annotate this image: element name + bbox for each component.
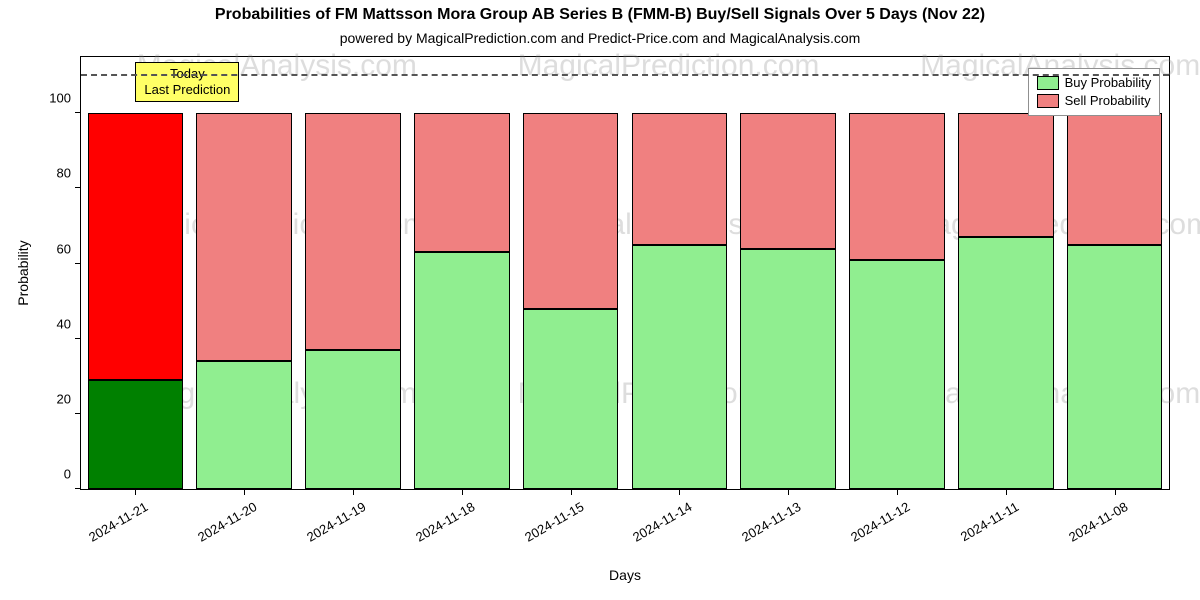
- bars-layer: [81, 57, 1169, 489]
- bar-buy: [305, 350, 401, 489]
- bar-slot: [632, 57, 728, 489]
- ytick-line: [75, 413, 81, 414]
- chart-title: Probabilities of FM Mattsson Mora Group …: [0, 6, 1200, 24]
- bar-slot: [305, 57, 401, 489]
- xtick-label: 2024-11-15: [522, 499, 586, 545]
- xtick-label: 2024-11-13: [739, 499, 803, 545]
- legend-swatch: [1037, 94, 1059, 108]
- xtick-line: [135, 489, 136, 495]
- xtick-line: [462, 489, 463, 495]
- ytick-line: [75, 263, 81, 264]
- xtick-label: 2024-11-18: [413, 499, 477, 545]
- legend-label: Buy Probability: [1065, 74, 1152, 92]
- legend-row: Buy Probability: [1037, 74, 1152, 92]
- bar-buy: [849, 260, 945, 489]
- bar-slot: [740, 57, 836, 489]
- bar-sell: [849, 113, 945, 260]
- ytick-line: [75, 112, 81, 113]
- ytick-label: 80: [31, 166, 71, 181]
- legend-swatch: [1037, 76, 1059, 90]
- xtick-line: [679, 489, 680, 495]
- bar-sell: [414, 113, 510, 252]
- ytick-label: 20: [31, 391, 71, 406]
- bar-sell: [523, 113, 619, 308]
- bar-slot: [88, 57, 184, 489]
- ytick-label: 0: [31, 467, 71, 482]
- xtick-label: 2024-11-21: [86, 499, 150, 545]
- bar-slot: [523, 57, 619, 489]
- bar-sell: [196, 113, 292, 361]
- x-axis-label: Days: [609, 567, 641, 583]
- bar-slot: [849, 57, 945, 489]
- bar-sell: [740, 113, 836, 248]
- chart-subtitle: powered by MagicalPrediction.com and Pre…: [0, 30, 1200, 46]
- bar-buy: [88, 380, 184, 489]
- xtick-label: 2024-11-19: [304, 499, 368, 545]
- bar-buy: [1067, 245, 1163, 489]
- bar-buy: [196, 361, 292, 489]
- dashed-reference-line: [81, 74, 1169, 76]
- xtick-line: [571, 489, 572, 495]
- y-axis-label: Probability: [15, 240, 31, 305]
- xtick-label: 2024-11-08: [1066, 499, 1130, 545]
- bar-buy: [632, 245, 728, 489]
- xtick-label: 2024-11-11: [958, 499, 1021, 544]
- xtick-line: [353, 489, 354, 495]
- bar-sell: [958, 113, 1054, 237]
- xtick-line: [1115, 489, 1116, 495]
- ytick-line: [75, 338, 81, 339]
- bar-sell: [88, 113, 184, 380]
- legend-row: Sell Probability: [1037, 92, 1152, 110]
- xtick-label: 2024-11-12: [848, 499, 912, 545]
- xtick-line: [1006, 489, 1007, 495]
- today-annotation: Today Last Prediction: [135, 62, 239, 103]
- xtick-line: [244, 489, 245, 495]
- bar-slot: [196, 57, 292, 489]
- bar-slot: [1067, 57, 1163, 489]
- ytick-label: 100: [31, 91, 71, 106]
- bar-slot: [414, 57, 510, 489]
- bar-slot: [958, 57, 1054, 489]
- ytick-line: [75, 187, 81, 188]
- xtick-label: 2024-11-14: [630, 499, 694, 545]
- bar-buy: [523, 309, 619, 489]
- bar-sell: [305, 113, 401, 350]
- plot-area: Probability MagicalAnalysis.comMagicalPr…: [80, 56, 1170, 490]
- ytick-label: 60: [31, 241, 71, 256]
- bar-sell: [632, 113, 728, 244]
- xtick-line: [788, 489, 789, 495]
- ytick-label: 40: [31, 316, 71, 331]
- legend-label: Sell Probability: [1065, 92, 1151, 110]
- xtick-label: 2024-11-20: [195, 499, 259, 545]
- annotation-line2: Last Prediction: [144, 82, 230, 98]
- bar-buy: [414, 252, 510, 489]
- bar-buy: [958, 237, 1054, 489]
- bar-sell: [1067, 113, 1163, 244]
- ytick-line: [75, 488, 81, 489]
- xtick-line: [897, 489, 898, 495]
- bar-buy: [740, 249, 836, 489]
- figure: Probabilities of FM Mattsson Mora Group …: [0, 0, 1200, 600]
